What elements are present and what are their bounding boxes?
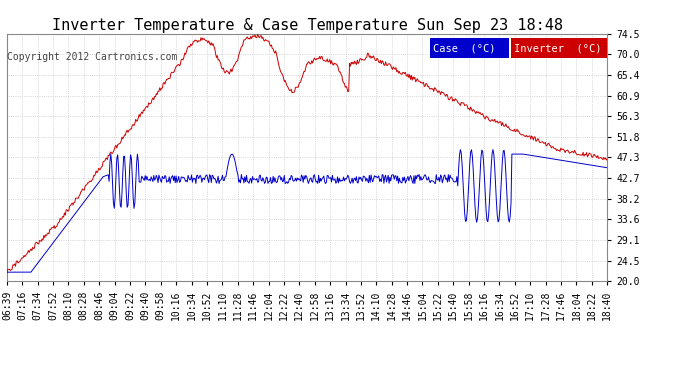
Text: Inverter  (°C): Inverter (°C) bbox=[514, 44, 602, 54]
Text: Case  (°C): Case (°C) bbox=[433, 44, 496, 54]
Title: Inverter Temperature & Case Temperature Sun Sep 23 18:48: Inverter Temperature & Case Temperature … bbox=[52, 18, 562, 33]
Text: Copyright 2012 Cartronics.com: Copyright 2012 Cartronics.com bbox=[7, 52, 177, 62]
